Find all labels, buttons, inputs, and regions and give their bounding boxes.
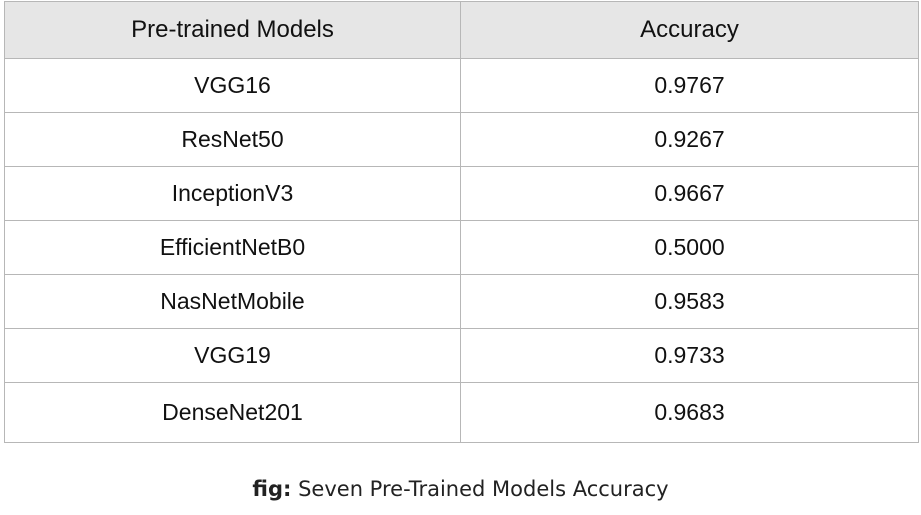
model-name-cell: EfficientNetB0 (4, 220, 461, 275)
figure-caption: fig: Seven Pre-Trained Models Accuracy (0, 477, 921, 501)
header-accuracy: Accuracy (460, 1, 919, 59)
accuracy-cell: 0.9683 (460, 382, 919, 443)
accuracy-cell: 0.9583 (460, 274, 919, 329)
table-row: VGG19 0.9733 (4, 328, 919, 383)
model-accuracy-table: Pre-trained Models Accuracy VGG16 0.9767… (4, 1, 919, 443)
model-name-cell: VGG19 (4, 328, 461, 383)
model-name-cell: InceptionV3 (4, 166, 461, 221)
table-row: InceptionV3 0.9667 (4, 166, 919, 221)
table-row: VGG16 0.9767 (4, 58, 919, 113)
table-row: ResNet50 0.9267 (4, 112, 919, 167)
accuracy-cell: 0.5000 (460, 220, 919, 275)
header-models: Pre-trained Models (4, 1, 461, 59)
table-row: DenseNet201 0.9683 (4, 382, 919, 443)
table-body: VGG16 0.9767 ResNet50 0.9267 InceptionV3… (4, 58, 919, 443)
table-header-row: Pre-trained Models Accuracy (4, 1, 919, 59)
model-name-cell: ResNet50 (4, 112, 461, 167)
accuracy-cell: 0.9767 (460, 58, 919, 113)
caption-label: fig: (252, 477, 292, 501)
model-name-cell: NasNetMobile (4, 274, 461, 329)
accuracy-cell: 0.9267 (460, 112, 919, 167)
model-name-cell: VGG16 (4, 58, 461, 113)
accuracy-cell: 0.9733 (460, 328, 919, 383)
table-row: NasNetMobile 0.9583 (4, 274, 919, 329)
caption-text: Seven Pre-Trained Models Accuracy (298, 477, 669, 501)
table-row: EfficientNetB0 0.5000 (4, 220, 919, 275)
accuracy-cell: 0.9667 (460, 166, 919, 221)
model-name-cell: DenseNet201 (4, 382, 461, 443)
